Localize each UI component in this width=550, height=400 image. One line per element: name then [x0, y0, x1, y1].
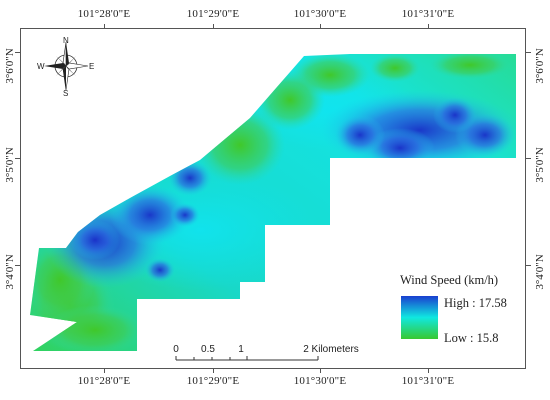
- top-tick-label: 101°31'0"E: [401, 8, 455, 20]
- scale-label: 0.5: [201, 344, 215, 355]
- scale-label: 1: [238, 344, 244, 355]
- tick-mark: [526, 52, 531, 53]
- tick-mark: [320, 24, 321, 29]
- scale-bar: [175, 356, 319, 361]
- tick-mark: [15, 158, 20, 159]
- tick-mark: [428, 24, 429, 29]
- legend-color-ramp: [401, 296, 438, 339]
- scale-label: 2 Kilometers: [303, 344, 359, 355]
- bottom-tick-label: 101°29'0"E: [186, 375, 240, 387]
- compass-w-label: W: [37, 62, 45, 71]
- top-tick-label: 101°28'0"E: [77, 8, 131, 20]
- legend-title: Wind Speed (km/h): [400, 273, 499, 287]
- bottom-tick-label: 101°28'0"E: [77, 375, 131, 387]
- tick-mark: [526, 265, 531, 266]
- tick-mark: [213, 24, 214, 29]
- compass-s-label: S: [63, 89, 69, 98]
- compass-e-label: E: [89, 62, 95, 71]
- tick-mark: [104, 368, 105, 373]
- scale-label: 0: [173, 344, 179, 355]
- bottom-tick-label: 101°31'0"E: [401, 375, 455, 387]
- tick-mark: [15, 52, 20, 53]
- tick-mark: [526, 158, 531, 159]
- legend-low-label: Low : 15.8: [444, 331, 499, 345]
- legend-high-label: High : 17.58: [444, 296, 507, 310]
- tick-mark: [15, 265, 20, 266]
- tick-mark: [320, 368, 321, 373]
- compass-rose-icon: [44, 41, 89, 91]
- compass-n-label: N: [63, 36, 69, 45]
- tick-mark: [428, 368, 429, 373]
- bottom-tick-label: 101°30'0"E: [293, 375, 347, 387]
- tick-mark: [213, 368, 214, 373]
- tick-mark: [104, 24, 105, 29]
- top-tick-label: 101°29'0"E: [186, 8, 240, 20]
- top-tick-label: 101°30'0"E: [293, 8, 347, 20]
